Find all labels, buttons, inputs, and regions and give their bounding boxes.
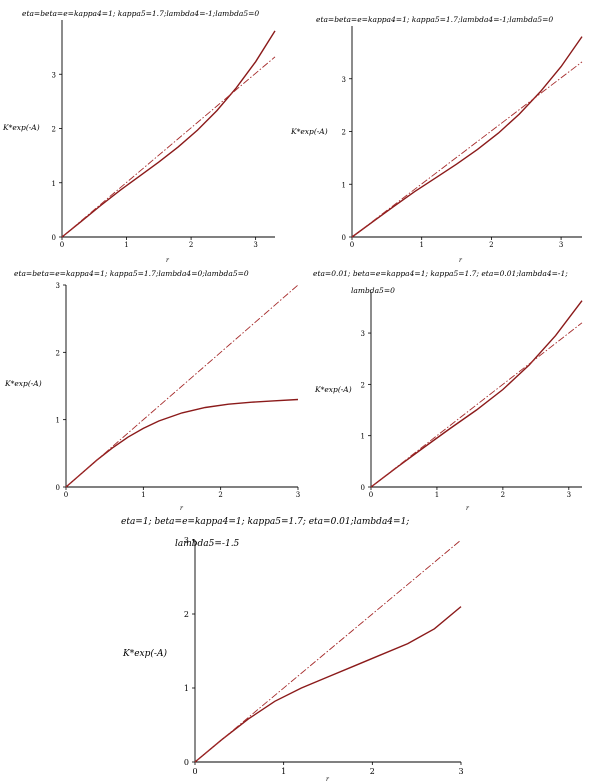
- x-axis-label: r: [326, 776, 330, 782]
- chart-title-line-2: lambda5=0: [351, 286, 395, 295]
- y-tick-label: 2: [361, 381, 365, 389]
- chart-title-line-2: lambda5=-1.5: [175, 539, 240, 549]
- x-tick-label: 2: [501, 491, 505, 499]
- chart-panel-4: eta=0.01; beta=e=kappa4=1; kappa5=1.7; e…: [313, 269, 583, 512]
- y-tick-label: 1: [56, 417, 60, 425]
- y-tick-label: 2: [184, 610, 189, 619]
- x-tick-label: 0: [60, 241, 64, 249]
- y-tick-label: 0: [184, 758, 189, 767]
- y-tick-label: 2: [56, 349, 60, 357]
- solution-curve: [61, 30, 276, 238]
- y-tick-label: 0: [342, 234, 346, 242]
- chart-panel-2: eta=beta=e=kappa4=1; kappa5=1.7;lambda4=…: [290, 15, 583, 264]
- chart-title: eta=beta=e=kappa4=1; kappa5=1.7;lambda4=…: [14, 269, 249, 278]
- x-tick-label: 0: [350, 241, 354, 249]
- y-tick-label: 0: [56, 484, 60, 492]
- chart-title: eta=1; beta=e=kappa4=1; kappa5=1.7; eta=…: [121, 517, 409, 527]
- y-tick-label: 1: [342, 181, 346, 189]
- x-tick-label: 3: [458, 767, 463, 776]
- y-tick-label: 1: [184, 684, 189, 693]
- chart-title: eta=beta=e=kappa4=1; kappa5=1.7;lambda4=…: [316, 15, 553, 24]
- x-tick-label: 2: [218, 491, 222, 499]
- x-tick-label: 3: [567, 491, 571, 499]
- x-tick-label: 2: [370, 767, 375, 776]
- x-tick-label: 1: [281, 767, 286, 776]
- chart-panel-3: eta=beta=e=kappa4=1; kappa5=1.7;lambda4=…: [4, 269, 300, 512]
- asymptote-line: [65, 284, 299, 488]
- chart-title: eta=beta=e=kappa4=1; kappa5=1.7;lambda4=…: [22, 9, 259, 18]
- y-axis-label: K*exp(-A): [2, 123, 40, 132]
- y-tick-label: 0: [361, 484, 365, 492]
- x-tick-label: 1: [435, 491, 439, 499]
- y-tick-label: 3: [56, 282, 60, 290]
- y-axis-label: K*exp(-A): [4, 379, 42, 388]
- asymptote-line: [370, 322, 583, 488]
- x-tick-label: 1: [419, 241, 423, 249]
- solution-curve: [65, 398, 299, 488]
- y-tick-label: 0: [52, 234, 56, 242]
- x-axis-label: r: [459, 257, 463, 264]
- x-axis-label: r: [466, 505, 470, 512]
- x-tick-label: 0: [369, 491, 373, 499]
- y-tick-label: 1: [361, 433, 365, 441]
- x-tick-label: 2: [489, 241, 493, 249]
- y-axis-label: K*exp(-A): [314, 385, 352, 394]
- x-axis-label: r: [180, 505, 184, 512]
- y-tick-label: 3: [361, 330, 365, 338]
- solution-curve: [194, 606, 462, 763]
- asymptote-line: [351, 61, 583, 238]
- x-tick-label: 2: [189, 241, 193, 249]
- asymptote-line: [61, 56, 276, 238]
- solution-curve: [351, 36, 583, 238]
- y-tick-label: 3: [52, 71, 56, 79]
- y-tick-label: 2: [342, 129, 346, 137]
- x-tick-label: 3: [296, 491, 300, 499]
- y-tick-label: 3: [184, 536, 189, 545]
- x-axis-label: r: [166, 257, 170, 264]
- asymptote-line: [194, 539, 462, 763]
- solution-curve: [370, 300, 583, 488]
- y-tick-label: 2: [52, 126, 56, 134]
- chart-title: eta=0.01; beta=e=kappa4=1; kappa5=1.7; e…: [313, 269, 568, 278]
- y-axis-label: K*exp(-A): [122, 648, 167, 659]
- x-tick-label: 1: [141, 491, 145, 499]
- x-tick-label: 0: [64, 491, 68, 499]
- y-axis-label: K*exp(-A): [290, 127, 328, 136]
- x-tick-label: 3: [559, 241, 563, 249]
- x-tick-label: 0: [192, 767, 197, 776]
- x-tick-label: 1: [124, 241, 128, 249]
- x-tick-label: 3: [253, 241, 257, 249]
- chart-panel-5: eta=1; beta=e=kappa4=1; kappa5=1.7; eta=…: [121, 517, 464, 782]
- y-tick-label: 1: [52, 180, 56, 188]
- y-tick-label: 3: [342, 76, 346, 84]
- chart-panel-1: eta=beta=e=kappa4=1; kappa5=1.7;lambda4=…: [2, 9, 276, 264]
